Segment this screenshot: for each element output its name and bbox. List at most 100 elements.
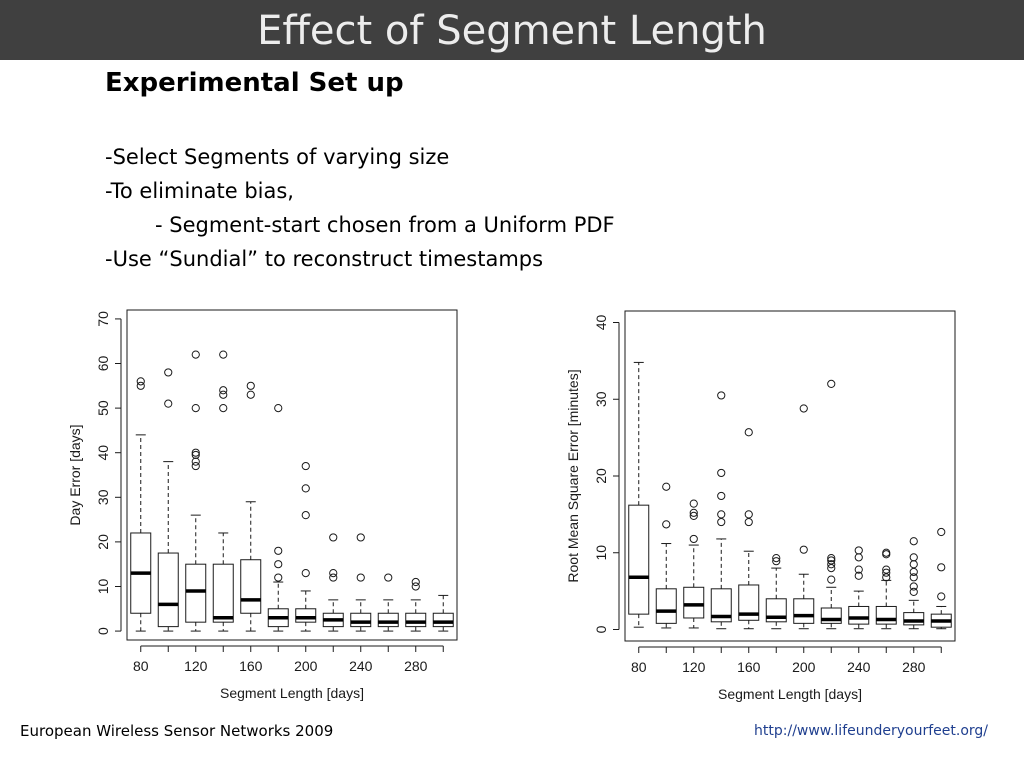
outlier-point bbox=[854, 553, 863, 562]
x-tick-label: 200 bbox=[294, 658, 318, 674]
outlier-point bbox=[301, 484, 310, 493]
outlier-point bbox=[136, 377, 145, 386]
outlier-point bbox=[909, 567, 918, 577]
outlier-point bbox=[191, 450, 200, 460]
outlier-point bbox=[717, 391, 726, 400]
x-tick-label: 280 bbox=[902, 659, 926, 675]
outlier-point bbox=[301, 569, 310, 578]
y-tick-label: 30 bbox=[593, 391, 609, 407]
x-tick-label: 280 bbox=[404, 658, 428, 674]
outlier-point bbox=[772, 557, 781, 566]
x-tick-label: 160 bbox=[239, 658, 263, 674]
outlier-point bbox=[384, 573, 393, 582]
y-tick-label: 20 bbox=[593, 468, 609, 484]
outlier-point bbox=[909, 560, 918, 569]
y-tick-label: 50 bbox=[95, 400, 111, 416]
box bbox=[710, 588, 732, 623]
outlier-point bbox=[356, 533, 365, 542]
section-heading: Experimental Set up bbox=[105, 68, 404, 98]
bullet-item: -To eliminate bias, bbox=[105, 179, 294, 203]
y-axis-title: Root Mean Square Error [minutes] bbox=[565, 369, 581, 582]
y-tick-label: 20 bbox=[95, 534, 111, 550]
outlier-point bbox=[689, 534, 698, 544]
outlier-point bbox=[219, 390, 228, 399]
bullet-item: -Use “Sundial” to reconstruct timestamps bbox=[105, 247, 544, 271]
outlier-point bbox=[937, 563, 946, 572]
outlier-point bbox=[274, 404, 283, 413]
outlier-point bbox=[274, 573, 283, 582]
x-tick-label: 120 bbox=[184, 658, 208, 674]
outlier-point bbox=[717, 491, 726, 501]
box bbox=[683, 586, 705, 619]
outlier-point bbox=[191, 404, 200, 413]
outlier-point bbox=[744, 428, 753, 437]
x-axis-title: Segment Length [days] bbox=[220, 685, 364, 701]
x-tick-label: 240 bbox=[847, 659, 871, 675]
outlier-point bbox=[882, 548, 891, 557]
outlier-point bbox=[219, 350, 228, 359]
outlier-point bbox=[356, 573, 365, 582]
outlier-point bbox=[164, 399, 173, 408]
outlier-point bbox=[799, 545, 808, 554]
y-axis-title: Day Error [days] bbox=[67, 424, 83, 525]
outlier-point bbox=[411, 577, 420, 587]
x-tick-label: 160 bbox=[737, 659, 761, 675]
outlier-point bbox=[717, 468, 726, 478]
outlier-point bbox=[909, 573, 918, 582]
outlier-point bbox=[744, 510, 753, 519]
outlier-point bbox=[246, 390, 255, 399]
x-tick-label: 80 bbox=[631, 659, 647, 675]
rmse-boxplot: 0 10 20 30 40 80 120 160 200 240 280 Segment Length… bbox=[565, 310, 956, 702]
outlier-point bbox=[411, 582, 420, 591]
outlier-point bbox=[689, 499, 698, 508]
box bbox=[903, 612, 925, 626]
box bbox=[212, 563, 234, 623]
outlier-point bbox=[191, 448, 200, 457]
outlier-point bbox=[827, 556, 836, 565]
bullet-item: -Select Segments of varying size bbox=[105, 145, 450, 169]
outlier-point bbox=[909, 553, 918, 562]
outlier-point bbox=[827, 554, 836, 563]
y-tick-label: 30 bbox=[95, 489, 111, 505]
bullet-subitem: - Segment-start chosen from a Uniform PD… bbox=[155, 213, 615, 237]
outlier-point bbox=[662, 520, 671, 529]
outlier-point bbox=[772, 554, 781, 563]
box bbox=[875, 605, 897, 625]
outlier-point bbox=[827, 575, 836, 584]
outlier-point bbox=[301, 511, 310, 520]
plot-frame bbox=[624, 310, 956, 642]
x-axis-title: Segment Length [days] bbox=[718, 686, 862, 702]
y-tick-label: 10 bbox=[95, 578, 111, 594]
outlier-point bbox=[854, 546, 863, 555]
y-tick-label: 70 bbox=[95, 311, 111, 327]
outlier-point bbox=[717, 510, 726, 519]
outlier-point bbox=[136, 381, 145, 390]
box bbox=[157, 552, 179, 628]
box bbox=[848, 605, 870, 625]
y-tick-label: 40 bbox=[593, 315, 609, 331]
box bbox=[738, 584, 760, 621]
outlier-point bbox=[882, 565, 891, 574]
outlier-point bbox=[246, 381, 255, 390]
outlier-point bbox=[799, 404, 808, 413]
y-tick-label: 0 bbox=[95, 627, 111, 635]
title-bar: Effect of Segment Length bbox=[0, 0, 1024, 60]
y-tick-label: 10 bbox=[593, 545, 609, 561]
outlier-point bbox=[689, 508, 698, 517]
outlier-point bbox=[937, 592, 946, 601]
footer-conference: European Wireless Sensor Networks 2009 bbox=[20, 722, 334, 740]
outlier-point bbox=[744, 517, 753, 527]
outlier-point bbox=[191, 457, 200, 466]
outlier-point bbox=[937, 527, 946, 537]
outlier-point bbox=[882, 568, 891, 577]
outlier-point bbox=[827, 560, 836, 569]
box bbox=[628, 504, 650, 615]
outlier-point bbox=[191, 350, 200, 359]
x-tick-label: 80 bbox=[133, 658, 149, 674]
footer-link[interactable]: http://www.lifeunderyourfeet.org/ bbox=[754, 723, 988, 739]
outlier-point bbox=[662, 482, 671, 491]
outlier-point bbox=[219, 404, 228, 413]
y-tick-label: 60 bbox=[95, 356, 111, 372]
y-tick-label: 0 bbox=[593, 625, 609, 633]
outlier-point bbox=[274, 546, 283, 555]
